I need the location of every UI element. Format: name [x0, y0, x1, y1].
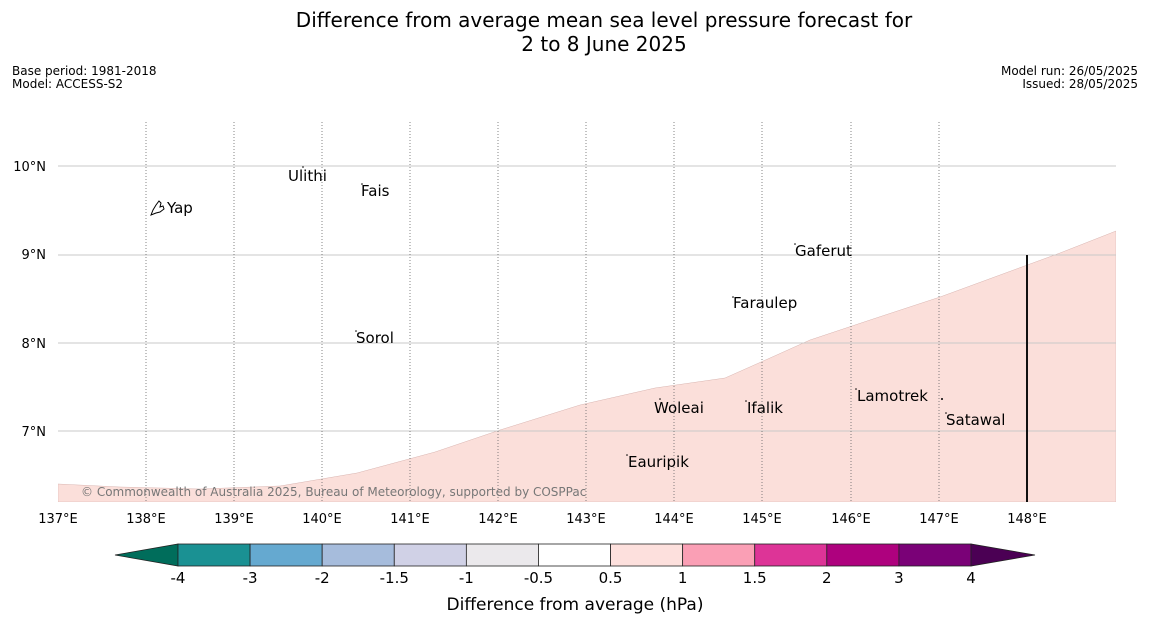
- lon-label-139e: 139°E: [214, 512, 254, 527]
- anomaly-positive-area: [58, 230, 1116, 502]
- lat-label-9n: 9°N: [22, 248, 47, 263]
- place-label-woleai: Woleai: [654, 399, 704, 417]
- colorbar-tick-label: -0.5: [524, 569, 553, 587]
- copyright-text: © Commonwealth of Australia 2025, Bureau…: [81, 485, 586, 499]
- lon-label-144e: 144°E: [654, 512, 694, 527]
- issued-text: Issued: 28/05/2025: [1022, 77, 1138, 91]
- island-dots: [302, 166, 947, 456]
- place-label-faraulep: Faraulep: [733, 294, 797, 312]
- lon-tick-labels: 137°E 138°E 139°E 140°E 141°E 142°E 143°…: [38, 512, 1047, 527]
- place-label-eauripik: Eauripik: [628, 453, 689, 471]
- lon-label-138e: 138°E: [126, 512, 166, 527]
- colorbar-segment: [249, 543, 323, 567]
- faraulep-dot: [732, 296, 734, 298]
- colorbar-segments: [177, 543, 972, 567]
- meta-left: Base period: 1981-2018 Model: ACCESS-S2: [12, 65, 157, 91]
- lamotrek-dot: [855, 388, 857, 390]
- colorbar-segment: [610, 543, 684, 567]
- lon-label-145e: 145°E: [742, 512, 782, 527]
- colorbar-segment: [754, 543, 828, 567]
- colorbar-over-arrow: [970, 543, 1036, 567]
- place-labels: Yap Ulithi Fais Gaferut Faraulep Sorol L…: [166, 167, 1005, 471]
- place-label-fais: Fais: [361, 182, 390, 200]
- colorbar-under-arrow: [114, 543, 179, 567]
- colorbar-tick-label: -3: [243, 569, 258, 587]
- colorbar: -4 -3 -2 -1.5 -1 -0.5 0.5 1 1.5 2 3 4 Difference fr…: [114, 543, 1036, 615]
- lon-label-148e: 148°E: [1007, 512, 1047, 527]
- lat-label-8n: 8°N: [22, 337, 47, 352]
- colorbar-tick-labels: -4 -3 -2 -1.5 -1 -0.5 0.5 1 1.5 2 3 4: [171, 569, 976, 587]
- colorbar-segment: [682, 543, 756, 567]
- eauripik-dot: [626, 454, 628, 456]
- lon-gridlines: [145, 122, 940, 502]
- lat-label-10n: 10°N: [13, 160, 46, 175]
- model-run-text: Model run: 26/05/2025: [1000, 64, 1138, 78]
- colorbar-tick-label: -1: [459, 569, 474, 587]
- model-text: Model: ACCESS-S2: [12, 77, 124, 91]
- colorbar-tick-label: -2: [315, 569, 330, 587]
- gaferut-dot: [794, 243, 796, 245]
- lon-label-141e: 141°E: [390, 512, 430, 527]
- base-period-text: Base period: 1981-2018: [12, 64, 157, 78]
- lon-label-140e: 140°E: [302, 512, 342, 527]
- colorbar-tick-label: 2: [822, 569, 832, 587]
- colorbar-segment: [465, 543, 539, 567]
- lon-label-146e: 146°E: [831, 512, 871, 527]
- colorbar-tick-label: 0.5: [599, 569, 623, 587]
- colorbar-tick-label: 1.5: [743, 569, 767, 587]
- satawal-dot: [945, 412, 947, 414]
- colorbar-tick-label: -4: [171, 569, 186, 587]
- map-title-line2: 2 to 8 June 2025: [521, 32, 687, 56]
- fais-dot: [361, 183, 363, 185]
- woleai-dot: [659, 398, 661, 400]
- lat-label-7n: 7°N: [22, 425, 47, 440]
- ulithi-dot: [302, 166, 304, 168]
- map-panel: Yap Ulithi Fais Gaferut Faraulep Sorol L…: [58, 122, 1116, 502]
- lon-label-137e: 137°E: [38, 512, 78, 527]
- lat-tick-labels: 10°N 9°N 8°N 7°N: [13, 160, 46, 440]
- yap-island-shape: [150, 200, 165, 216]
- place-label-gaferut: Gaferut: [795, 242, 852, 260]
- colorbar-segment: [898, 543, 972, 567]
- place-label-lamotrek: Lamotrek: [857, 387, 928, 405]
- colorbar-tick-label: 4: [966, 569, 976, 587]
- colorbar-segment: [538, 543, 611, 567]
- place-label-ifalik: Ifalik: [747, 399, 783, 417]
- colorbar-segment: [177, 543, 251, 567]
- map-title: Difference from average mean sea level p…: [0, 8, 1150, 56]
- colorbar-tick-label: -1.5: [380, 569, 409, 587]
- sorol-dot: [355, 330, 357, 332]
- ifalik-dot: [745, 400, 747, 402]
- colorbar-tick-label: 1: [678, 569, 688, 587]
- map-title-line1: Difference from average mean sea level p…: [295, 8, 913, 32]
- meta-right: Model run: 26/05/2025 Issued: 28/05/2025: [1001, 65, 1138, 91]
- lon-label-143e: 143°E: [566, 512, 606, 527]
- colorbar-segment: [321, 543, 395, 567]
- place-label-satawal: Satawal: [946, 411, 1005, 429]
- place-label-sorol: Sorol: [356, 329, 394, 347]
- colorbar-tick-label: 3: [894, 569, 904, 587]
- place-label-yap: Yap: [166, 199, 193, 217]
- lon-label-147e: 147°E: [919, 512, 959, 527]
- colorbar-segment: [826, 543, 900, 567]
- colorbar-segment: [393, 543, 467, 567]
- place-label-ulithi: Ulithi: [288, 167, 327, 185]
- colorbar-title: Difference from average (hPa): [447, 595, 704, 615]
- lon-label-142e: 142°E: [478, 512, 518, 527]
- lamotrek-east-dot: [941, 398, 943, 400]
